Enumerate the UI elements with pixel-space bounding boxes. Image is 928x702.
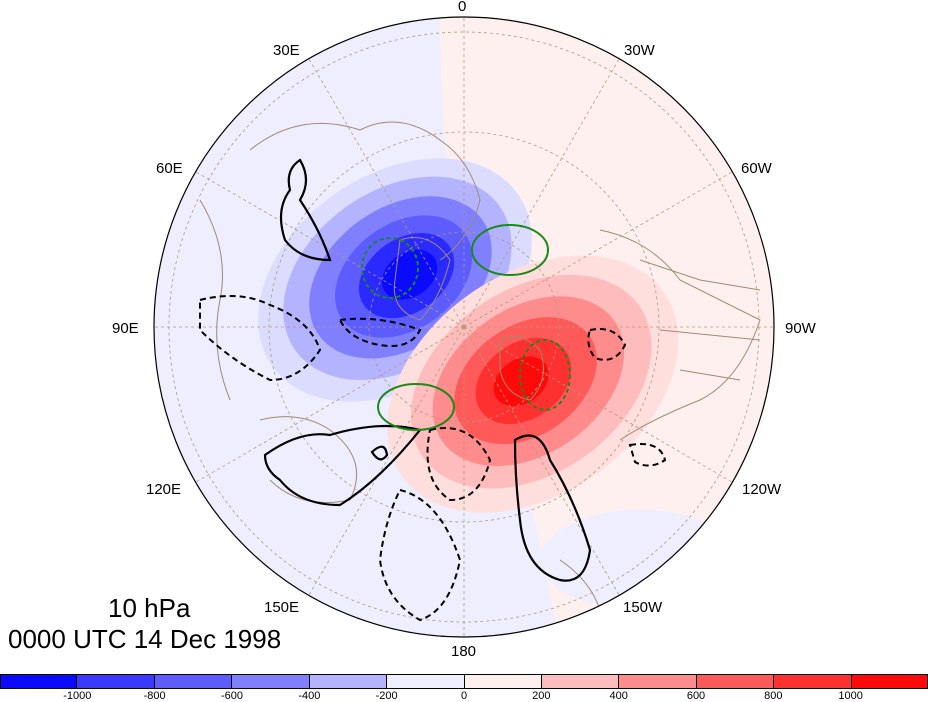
lon-label-120e: 120E <box>146 481 182 498</box>
colorbar-cell <box>696 674 775 689</box>
colorbar-cell <box>774 674 852 689</box>
colorbar-cell <box>309 674 388 689</box>
map-fill <box>154 17 774 637</box>
green-contours <box>377 224 549 431</box>
colorbar-cell <box>541 674 620 689</box>
colorbar <box>0 674 928 689</box>
lon-label-150e: 150E <box>264 599 300 616</box>
map-border <box>153 16 775 638</box>
colorbar-cell <box>154 674 233 689</box>
lon-label-120w: 120W <box>742 481 782 498</box>
colorbar-tick-label: -800 <box>143 690 166 702</box>
colorbar-tick-label: 800 <box>764 690 783 702</box>
pressure-level-title: 10 hPa <box>108 593 191 623</box>
colorbar-cell <box>387 674 465 689</box>
lon-label-150w: 150W <box>623 599 663 616</box>
colorbar-tick-label: 0 <box>460 690 468 702</box>
colorbar-tick-label: -1000 <box>63 690 92 702</box>
lon-label-60e: 60E <box>156 160 183 177</box>
lon-label-30e: 30E <box>273 42 300 59</box>
lon-label-60w: 60W <box>741 160 772 177</box>
lon-label-0: 0 <box>458 0 467 15</box>
colorbar-tick-label: -400 <box>298 690 321 702</box>
colorbar-tick-label: -600 <box>220 690 244 702</box>
colorbar-cell <box>0 674 78 689</box>
datetime-title: 0000 UTC 14 Dec 1998 <box>8 624 282 654</box>
lon-label-90w: 90W <box>785 320 816 337</box>
green-dashed-contours <box>361 237 571 411</box>
colorbar-cell <box>619 674 697 689</box>
colorbar-cell <box>77 674 155 689</box>
colorbar-cell <box>851 674 928 689</box>
dashed-contours <box>199 295 667 622</box>
lon-label-90e: 90E <box>112 320 139 337</box>
colorbar-cell <box>464 674 542 689</box>
colorbar-tick-label: 600 <box>686 690 706 702</box>
colorbar-tick-label: 200 <box>532 690 551 702</box>
colorbar-tick-label: -200 <box>375 690 398 702</box>
solid-contours <box>263 158 592 582</box>
colorbar-cell <box>232 674 310 689</box>
colorbar-tick-label: 400 <box>609 690 628 702</box>
coastlines <box>199 121 761 611</box>
lon-label-30w: 30W <box>624 42 655 59</box>
meridians <box>154 17 774 637</box>
colorbar-tick-label: 1000 <box>838 690 863 702</box>
lon-label-180: 180 <box>451 643 477 660</box>
